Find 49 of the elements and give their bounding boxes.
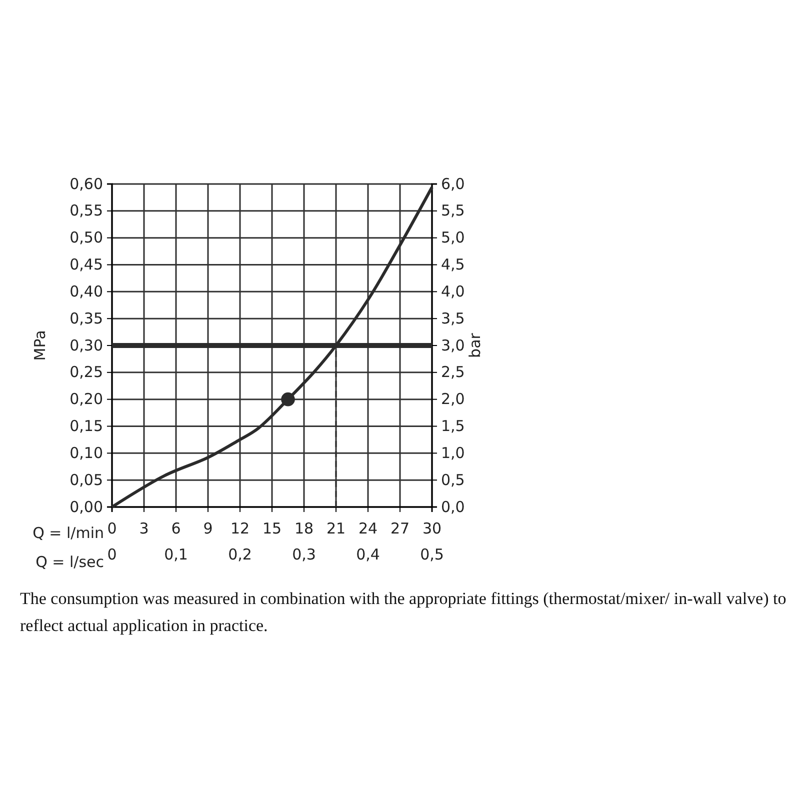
y-tick-label: 0,40 bbox=[70, 282, 103, 300]
y-tick-label: 0,20 bbox=[70, 390, 103, 408]
x-tick-label: 27 bbox=[390, 520, 410, 538]
y-tick-label: 0,05 bbox=[70, 470, 103, 489]
y-tick-label: 0,00 bbox=[70, 498, 103, 516]
x-tick-label: 12 bbox=[230, 520, 250, 538]
x2-tick-label: 0,5 bbox=[420, 546, 444, 564]
x-tick-label: 24 bbox=[358, 520, 378, 538]
y-tick-label: 0,25 bbox=[70, 363, 103, 382]
y2-tick-label: 3,0 bbox=[441, 336, 465, 354]
x-tick-label: 30 bbox=[422, 520, 442, 538]
y2-tick-label: 2,0 bbox=[441, 390, 465, 408]
y-tick-label: 0,35 bbox=[70, 309, 103, 328]
x-tick-label: 18 bbox=[294, 520, 314, 538]
x2-axis-title: Q = l/sec bbox=[36, 553, 104, 571]
y2-tick-label: 1,0 bbox=[441, 444, 465, 462]
x2-tick-label: 0,4 bbox=[356, 546, 380, 564]
x-tick-label: 21 bbox=[326, 520, 346, 538]
x-tick-label: 0 bbox=[107, 520, 117, 538]
text: The consumption was measured in combination with the appropriate fittings (thermostat/mixer/ in-wall valve) to reflect actual application in practice. bbox=[20, 588, 788, 637]
x2-tick-label: 0,2 bbox=[228, 546, 252, 564]
y-tick-label: 0,10 bbox=[70, 444, 103, 462]
y2-tick-label: 4,0 bbox=[441, 282, 465, 300]
y2-tick-label: 5,0 bbox=[441, 228, 465, 247]
y-tick-label: 0,15 bbox=[70, 417, 103, 436]
x2-tick-label: 0,3 bbox=[292, 546, 316, 564]
line-series bbox=[110, 186, 434, 508]
y2-tick-label: 0,0 bbox=[441, 498, 465, 516]
y2-tick-label: 6,0 bbox=[441, 174, 465, 193]
y2-tick-label: 4,5 bbox=[441, 256, 465, 274]
x-axis-title: Q = l/min bbox=[32, 524, 104, 542]
x2-tick-label: 0,1 bbox=[164, 546, 188, 564]
y2-tick-label: 5,5 bbox=[441, 202, 465, 220]
y2-tick-label: 2,5 bbox=[441, 363, 465, 382]
y-tick-label: 0,45 bbox=[70, 256, 103, 274]
x-tick-label: 9 bbox=[203, 520, 213, 538]
y-tick-label: 0,60 bbox=[70, 174, 103, 193]
y2-tick-label: 3,5 bbox=[441, 309, 465, 328]
y-tick-label: 0,50 bbox=[70, 228, 103, 247]
y2-tick-label: 1,5 bbox=[441, 417, 465, 436]
x-tick-label: 15 bbox=[262, 520, 282, 538]
x-tick-label: 6 bbox=[171, 520, 181, 538]
y2-axis-title: bar bbox=[466, 332, 484, 358]
y-axis-title: MPa bbox=[31, 330, 49, 361]
y-tick-label: 0,30 bbox=[70, 336, 103, 354]
x2-tick-label: 0 bbox=[107, 546, 117, 564]
y-tick-label: 0,55 bbox=[70, 202, 103, 220]
y2-tick-label: 0,5 bbox=[441, 470, 465, 489]
x-tick-label: 3 bbox=[139, 520, 149, 538]
